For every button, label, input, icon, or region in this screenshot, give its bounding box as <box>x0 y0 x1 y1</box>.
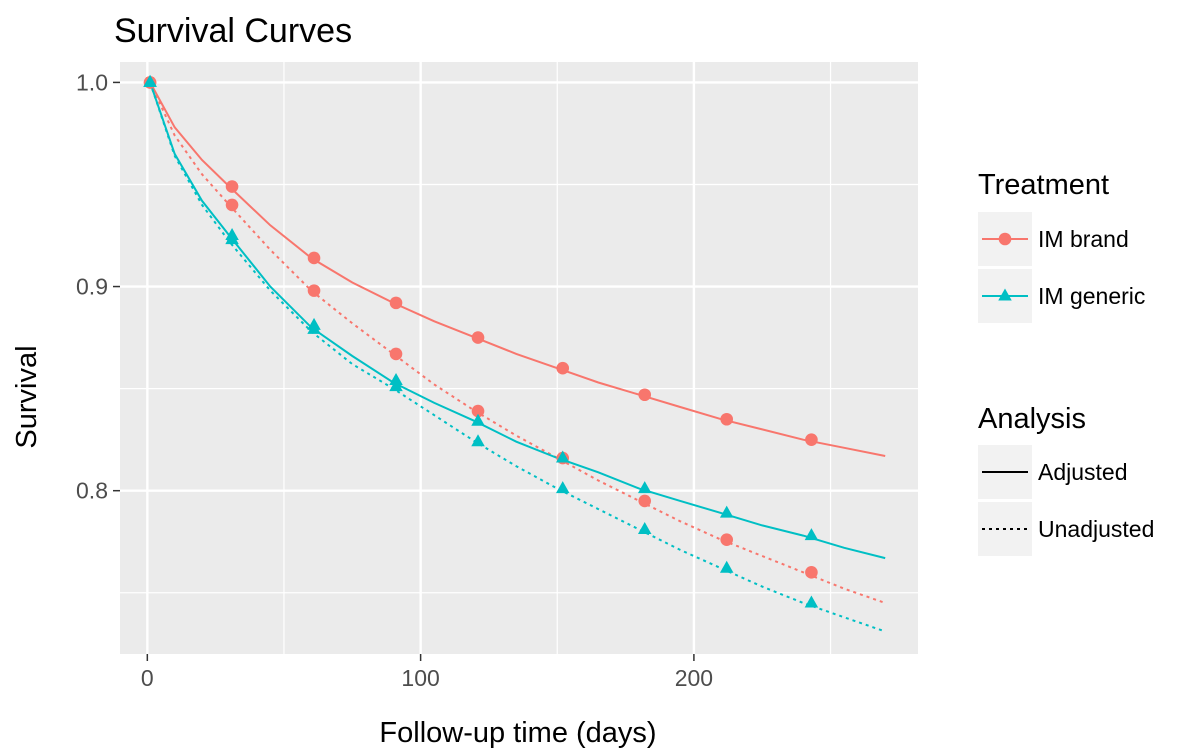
data-point-im-brand-adjusted <box>556 361 570 375</box>
data-point-im-brand-adjusted <box>805 433 818 446</box>
x-axis: 0 100 200 <box>141 654 713 691</box>
y-tick-label: 0.9 <box>76 274 108 300</box>
data-point-im-generic-adjusted <box>471 413 485 426</box>
data-point-im-generic-unadjusted <box>143 74 157 87</box>
legend-key-marker <box>998 232 1012 246</box>
y-tick-label: 0.8 <box>76 478 108 504</box>
data-point-im-brand-adjusted <box>389 296 403 310</box>
legend-label: Unadjusted <box>1038 516 1154 542</box>
data-point-im-brand-unadjusted <box>471 404 485 418</box>
data-point-im-brand-unadjusted <box>225 198 239 212</box>
data-point-im-brand-adjusted <box>307 251 321 265</box>
data-point-im-brand-unadjusted <box>638 494 652 508</box>
data-point-im-generic-unadjusted <box>471 434 485 447</box>
x-axis-title: Follow-up time (days) <box>379 717 656 749</box>
plot-panel <box>120 62 918 654</box>
x-tick-label: 100 <box>401 665 439 691</box>
data-point-im-generic-unadjusted <box>719 560 734 573</box>
data-point-im-brand-unadjusted <box>389 347 403 361</box>
legend-title: Treatment <box>978 169 1109 201</box>
data-point-im-brand-adjusted <box>471 331 485 344</box>
data-point-im-generic-unadjusted <box>555 481 570 494</box>
y-axis: 0.8 0.9 1.0 <box>76 69 120 504</box>
data-point-im-brand-adjusted <box>720 412 733 426</box>
data-point-im-generic-adjusted <box>555 450 570 463</box>
data-point-im-brand-unadjusted <box>720 533 733 546</box>
x-tick-label: 0 <box>141 665 154 691</box>
data-point-im-generic-unadjusted <box>389 379 403 392</box>
data-point-im-generic-unadjusted <box>637 521 652 534</box>
legend: Treatment IM brand IM generic Analysis Adjus… <box>978 169 1154 556</box>
data-point-im-generic-adjusted <box>804 528 819 541</box>
series-line-im-generic-unadjusted <box>149 82 886 633</box>
legend-title: Analysis <box>978 403 1086 435</box>
data-point-im-brand-adjusted <box>638 388 652 402</box>
data-point-im-generic-unadjusted <box>307 321 321 334</box>
legend-label: Adjusted <box>1038 459 1128 485</box>
legend-label: IM generic <box>1038 283 1145 309</box>
data-point-im-brand-unadjusted <box>805 566 818 579</box>
chart-title: Survival Curves <box>114 12 352 50</box>
series-points <box>143 74 819 608</box>
data-point-im-generic-unadjusted <box>804 595 819 608</box>
legend-key-marker <box>998 288 1012 301</box>
grid-lines <box>120 62 918 654</box>
data-point-im-generic-unadjusted <box>225 232 239 245</box>
data-point-im-brand-adjusted <box>225 180 239 193</box>
legend-label: IM brand <box>1038 226 1129 252</box>
data-point-im-generic-adjusted <box>719 505 734 518</box>
series-line-im-brand-adjusted <box>149 81 886 457</box>
x-tick-label: 200 <box>675 665 713 691</box>
y-tick-label: 1.0 <box>76 69 108 95</box>
panel-background <box>120 62 918 654</box>
data-point-im-brand-unadjusted <box>307 284 321 297</box>
data-point-im-generic-adjusted <box>389 372 403 385</box>
y-axis-title: Survival <box>11 345 43 448</box>
data-point-im-generic-adjusted <box>637 481 652 494</box>
